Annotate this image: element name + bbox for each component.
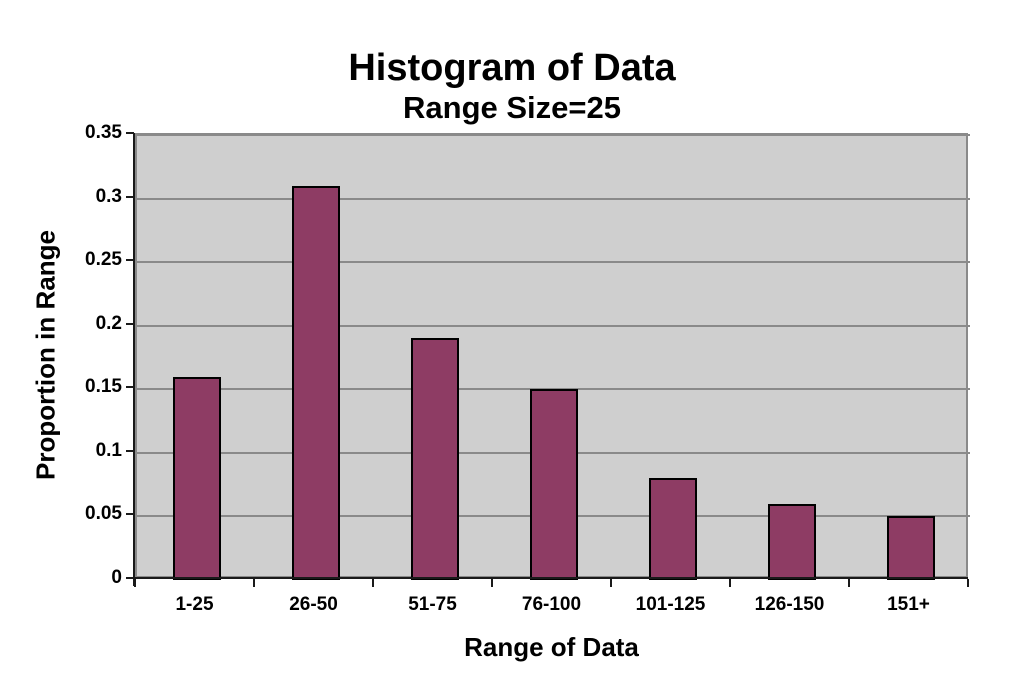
y-tick-mark (126, 386, 134, 389)
bar-1-25 (172, 376, 221, 580)
gridline (137, 261, 970, 264)
y-tick-mark (126, 195, 134, 198)
y-tick-label: 0.3 (95, 185, 122, 207)
x-tick-label: 101-125 (635, 594, 706, 615)
bar-126-150 (767, 503, 816, 580)
y-tick-label: 0.05 (85, 503, 122, 525)
x-tick-mark (729, 579, 731, 587)
gridline (137, 324, 970, 327)
x-tick-mark (253, 579, 255, 587)
chart-subtitle: Range Size=25 (403, 90, 621, 125)
x-tick-mark (967, 579, 969, 587)
x-axis-title: Range of Data (464, 632, 639, 662)
bar-101-125 (648, 478, 697, 580)
bar-151+ (886, 516, 935, 580)
x-tick-label: 1-25 (175, 594, 214, 615)
bar-26-50 (291, 185, 340, 580)
gridline (137, 197, 970, 200)
y-tick-mark (126, 132, 134, 134)
chart-title-block: Histogram of Data Range Size=25 (0, 46, 1024, 126)
plot-area (135, 133, 970, 580)
y-tick-mark (126, 449, 134, 452)
x-tick-mark (848, 579, 850, 587)
x-tick-label: 151+ (887, 594, 930, 615)
gridline (137, 134, 970, 136)
y-tick-mark (126, 577, 134, 579)
x-tick-mark (134, 579, 136, 587)
y-tick-label: 0.2 (95, 312, 122, 334)
y-tick-mark (126, 513, 134, 516)
y-tick-label: 0.1 (95, 439, 122, 461)
bar-51-75 (410, 338, 459, 580)
chart-title: Histogram of Data (348, 47, 676, 89)
x-tick-label: 51-75 (408, 594, 457, 615)
bar-76-100 (529, 389, 578, 580)
y-tick-label: 0 (111, 567, 122, 588)
y-tick-label: 0.15 (85, 376, 122, 398)
x-tick-mark (372, 579, 374, 587)
y-tick-mark (126, 322, 134, 325)
y-axis-line (133, 133, 135, 586)
x-tick-label: 126-150 (754, 594, 825, 615)
x-tick-mark (491, 579, 493, 587)
y-tick-label: 0.35 (85, 122, 122, 143)
y-tick-mark (126, 259, 134, 262)
x-axis-line (133, 577, 968, 579)
x-tick-mark (610, 579, 612, 587)
x-tick-label: 76-100 (521, 594, 582, 615)
y-axis-title-text: Proportion in Range (30, 230, 61, 480)
y-tick-label: 0.25 (85, 249, 122, 271)
x-tick-label: 26-50 (289, 594, 338, 615)
